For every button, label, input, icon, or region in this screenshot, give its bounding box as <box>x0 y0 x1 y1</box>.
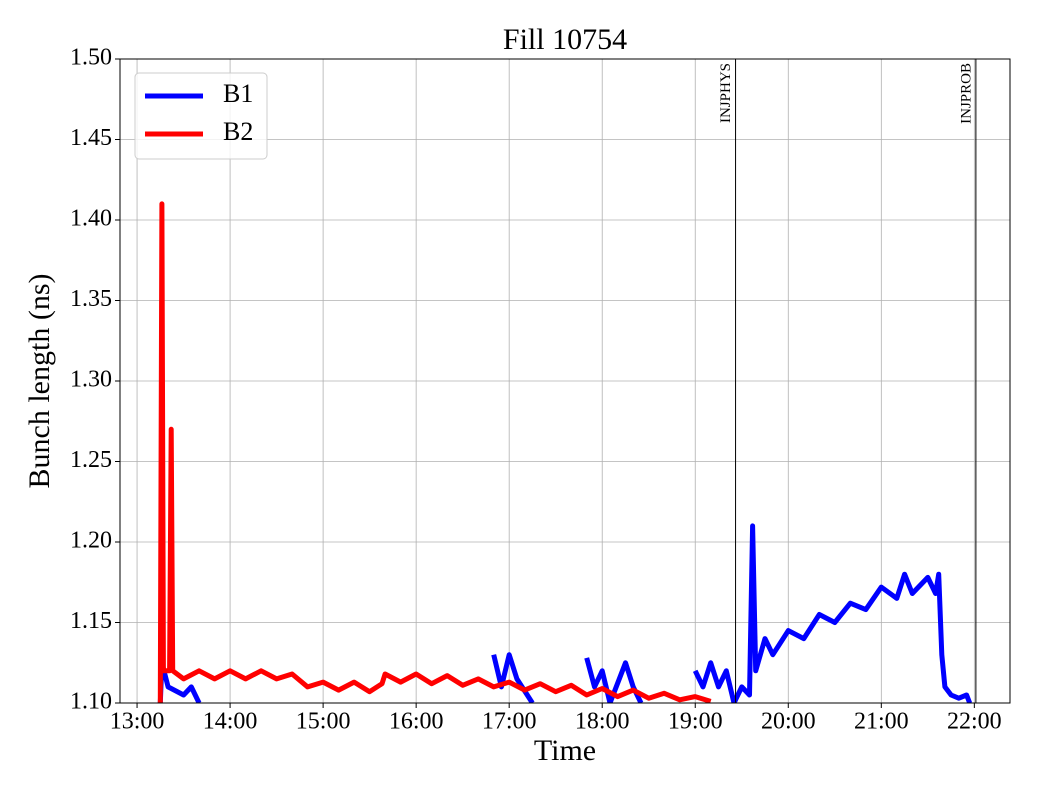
x-tick-label: 14:00 <box>203 709 258 735</box>
y-tick-label: 1.45 <box>70 125 112 151</box>
x-tick-label: 21:00 <box>854 709 909 735</box>
x-tick-label: 16:00 <box>389 709 444 735</box>
y-tick-label: 1.25 <box>70 447 112 473</box>
axes-frame <box>119 58 1011 704</box>
x-axis-label: Time <box>534 734 596 767</box>
x-tick-label: 18:00 <box>575 709 630 735</box>
event-label: INJPHYS <box>718 63 734 123</box>
legend-label: B2 <box>223 117 253 146</box>
x-tick-label: 13:00 <box>110 709 165 735</box>
data-line <box>157 201 712 703</box>
y-tick-label: 1.30 <box>70 367 112 393</box>
y-tick-label: 1.10 <box>70 689 112 715</box>
chart-title: Fill 10754 <box>503 23 627 56</box>
data-line <box>157 523 973 703</box>
y-tick-label: 1.50 <box>70 45 112 71</box>
x-tick-label: 20:00 <box>761 709 816 735</box>
y-axis-label: Bunch length (ns) <box>23 274 56 489</box>
y-tick-label: 1.20 <box>70 528 112 554</box>
x-tick-label: 15:00 <box>296 709 351 735</box>
plot-area <box>157 201 973 703</box>
y-tick-label: 1.35 <box>70 286 112 312</box>
x-tick-label: 17:00 <box>482 709 537 735</box>
legend-label: B1 <box>223 79 253 108</box>
grid: 1.10 1.15 1.20 1.25 1.30 1.35 1.40 1.45 1.50 13:0… <box>70 45 1010 735</box>
y-tick-label: 1.40 <box>70 206 112 232</box>
x-tick-label: 22:00 <box>947 709 1002 735</box>
y-tick-label: 1.15 <box>70 608 112 634</box>
x-tick-label: 19:00 <box>668 709 723 735</box>
event-label: INJPROB <box>958 63 974 124</box>
